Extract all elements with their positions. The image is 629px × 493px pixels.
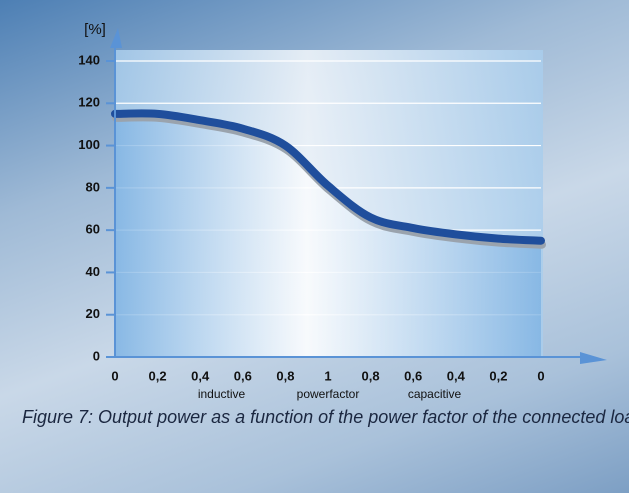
x-group-label: powerfactor: [297, 387, 360, 401]
x-tick-label: 0,4: [191, 368, 210, 383]
y-tick-label: 60: [86, 222, 100, 237]
x-tick-label: 0,4: [447, 368, 466, 383]
y-axis-arrow: [110, 28, 122, 48]
caption: Figure 7: Output power as a function of …: [22, 407, 629, 427]
area: [115, 113, 541, 357]
x-tick-label: 0: [537, 368, 544, 383]
x-tick-label: 0,2: [149, 368, 167, 383]
x-group-label: capacitive: [408, 387, 462, 401]
y-axis-label: [%]: [84, 21, 106, 38]
x-tick-label: 0,8: [276, 368, 294, 383]
x-tick-label: 0,8: [362, 368, 380, 383]
y-tick-label: 0: [93, 348, 100, 363]
y-tick-label: 140: [78, 52, 100, 67]
x-tick-label: 0,2: [489, 368, 507, 383]
x-tick-label: 1: [324, 368, 331, 383]
x-group-label: inductive: [198, 387, 246, 401]
x-tick-label: 0: [111, 368, 118, 383]
x-tick-label: 0,6: [234, 368, 252, 383]
y-tick-label: 40: [86, 264, 100, 279]
x-tick-label: 0,6: [404, 368, 422, 383]
y-tick-label: 100: [78, 137, 100, 152]
x-axis-arrow: [580, 352, 607, 364]
y-tick-label: 80: [86, 179, 100, 194]
line: [111, 109, 545, 245]
y-tick-label: 20: [86, 306, 100, 321]
y-tick-label: 120: [78, 95, 100, 110]
